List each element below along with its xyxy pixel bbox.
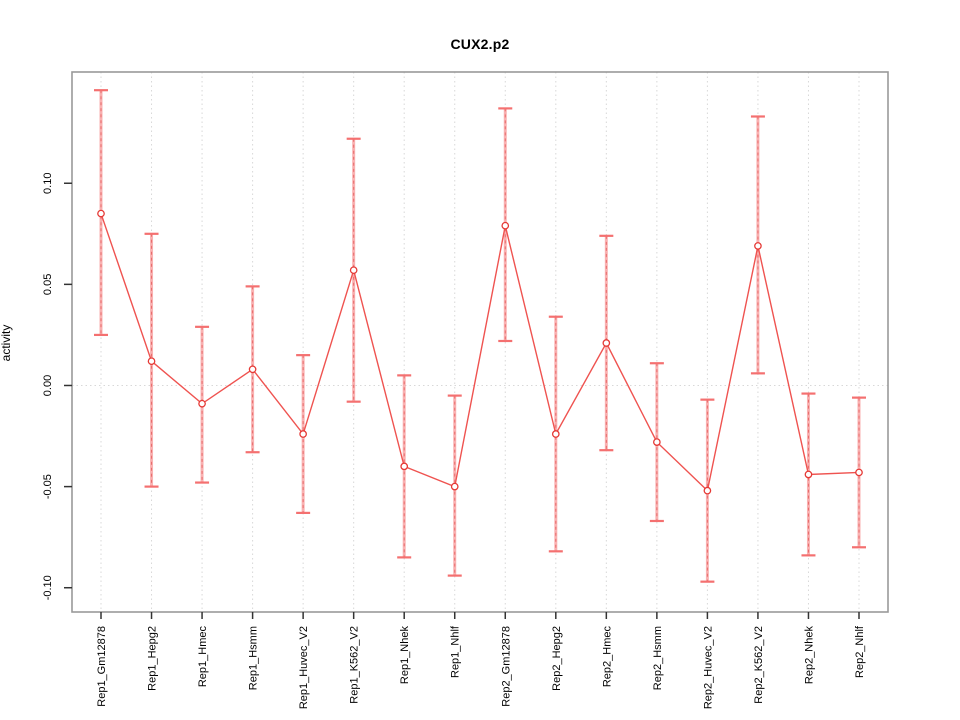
data-point [551,430,560,438]
plot-box [71,71,889,613]
y-tick-label: -0.05 [42,474,54,499]
x-tick-label: Rep1_Gm12878 [96,626,108,707]
x-tick-label: Rep1_Hmec [197,626,209,688]
data-point [501,221,510,230]
x-tick-label: Rep1_Hepg2 [147,626,159,691]
x-tick-label: Rep1_Nhek [399,626,411,685]
x-tick-label: Rep1_Nhlf [450,625,462,678]
x-tick-label: Rep2_Hmec [601,626,613,688]
series-line [100,213,860,493]
data-point [754,242,762,250]
x-tick-label: Rep2_Nhek [803,626,815,685]
x-tick-label: Rep2_Huvec_V2 [702,626,714,709]
data-point [653,438,661,446]
data-point [703,486,712,495]
data-point [147,357,156,366]
data-point [804,470,813,479]
data-point [855,468,863,477]
x-tick-label: Rep1_Hsmm [248,626,260,690]
data-point [299,430,307,438]
data-point [198,399,206,408]
data-point [400,462,409,471]
x-tick-label: Rep1_Huvec_V2 [298,626,310,709]
x-tick-label: Rep2_K562_V2 [753,626,765,704]
y-tick-label: 0.00 [42,375,54,396]
y-tick-label: 0.05 [42,274,54,295]
chart-title: CUX2.p2 [450,36,510,52]
data-point [450,482,459,491]
data-point [602,339,611,347]
x-tick-label: Rep2_Hsmm [652,626,664,690]
y-tick-label: 0.10 [42,173,54,194]
data-point [248,365,257,374]
data-point [349,266,358,275]
data-point [97,209,105,218]
x-tick-label: Rep1_K562_V2 [349,626,361,704]
x-tick-label: Rep2_Hepg2 [551,626,563,691]
x-tick-label: Rep2_Gm12878 [500,626,512,707]
y-tick-label: -0.10 [42,575,54,600]
x-tick-label: Rep2_Nhlf [854,625,866,678]
